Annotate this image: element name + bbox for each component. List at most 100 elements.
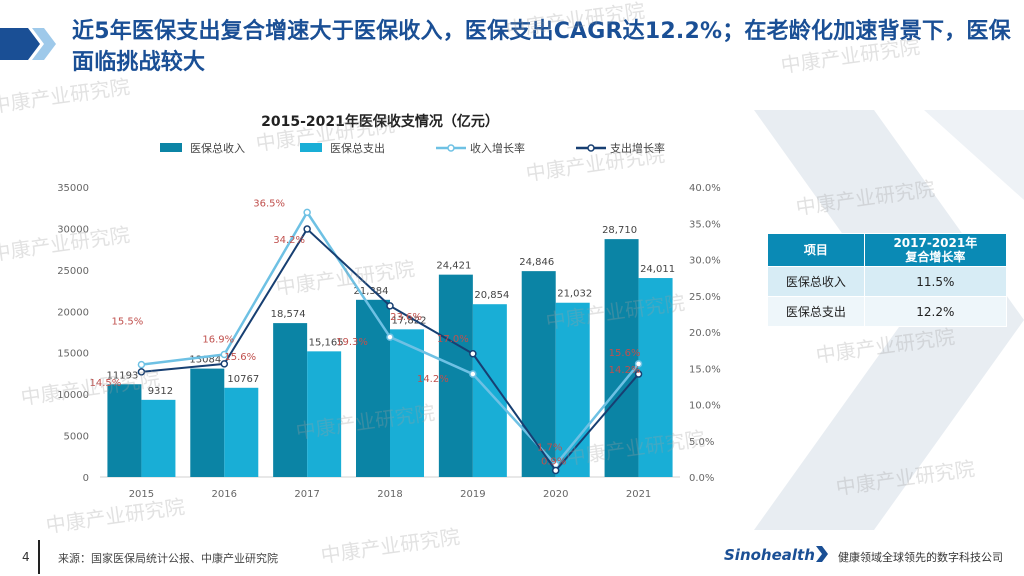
bar-expense bbox=[390, 329, 424, 477]
bar-income bbox=[604, 239, 639, 477]
legend-marker-3 bbox=[447, 144, 455, 152]
bar-expense-label: 24,011 bbox=[640, 264, 675, 275]
bar-income bbox=[273, 323, 308, 477]
y2-tick-label: 30.0% bbox=[689, 256, 721, 267]
brand-logo-icon bbox=[816, 546, 828, 562]
expense-growth-point bbox=[634, 370, 643, 378]
bar-expense bbox=[638, 278, 673, 477]
bar-expense bbox=[141, 399, 176, 477]
expense-growth-label: 17.0% bbox=[437, 334, 469, 345]
y-tick-label: 35000 bbox=[57, 183, 89, 194]
legend-label-1: 医保总收入 bbox=[190, 141, 245, 155]
expense-growth-point bbox=[303, 225, 311, 233]
income-growth-point bbox=[386, 333, 394, 341]
x-tick-label: 2018 bbox=[377, 489, 402, 500]
y2-tick-label: 20.0% bbox=[689, 328, 721, 339]
table-cell-item: 医保总收入 bbox=[767, 266, 865, 297]
legend-label-2: 医保总支出 bbox=[330, 141, 385, 155]
legend-swatch-2 bbox=[300, 143, 322, 152]
y-tick-label: 30000 bbox=[57, 224, 89, 235]
table-row: 医保总收入 11.5% bbox=[767, 266, 1008, 297]
y2-tick-label: 15.0% bbox=[689, 364, 721, 375]
bar-income-label: 11193 bbox=[107, 370, 139, 381]
bar-expense bbox=[555, 302, 590, 477]
bar-expense-label: 10767 bbox=[227, 374, 259, 385]
bar-income-label: 24,421 bbox=[436, 261, 471, 272]
x-tick-label: 2019 bbox=[460, 489, 485, 500]
bar-income-label: 28,710 bbox=[602, 225, 637, 236]
income-growth-label: 15.5% bbox=[112, 317, 144, 328]
chart-title: 2015-2021年医保收支情况（亿元） bbox=[261, 113, 499, 130]
y-tick-label: 20000 bbox=[57, 307, 89, 318]
y-tick-label: 15000 bbox=[57, 349, 89, 360]
y2-tick-label: 25.0% bbox=[689, 292, 721, 303]
income-growth-point bbox=[303, 208, 311, 217]
company-tagline: 健康领域全球领先的数字科技公司 bbox=[838, 551, 1003, 564]
expense-growth-label: 34.2% bbox=[273, 235, 305, 246]
y-tick-label: 10000 bbox=[57, 390, 89, 401]
bar-expense-label: 17,822 bbox=[392, 315, 427, 326]
bar-income-label: 24,846 bbox=[519, 257, 554, 268]
y2-tick-label: 10.0% bbox=[689, 401, 721, 412]
cagr-summary-table: 项目 2017-2021年 复合增长率 医保总收入 11.5% 医保总支出 12… bbox=[767, 233, 1008, 327]
x-tick-label: 2016 bbox=[212, 489, 237, 500]
bar-income bbox=[107, 384, 142, 477]
income-growth-point bbox=[634, 360, 643, 368]
income-growth-point bbox=[469, 370, 477, 378]
legend-label-3: 收入增长率 bbox=[470, 141, 525, 155]
income-growth-point bbox=[220, 350, 229, 359]
title-arrow-icon bbox=[0, 28, 56, 60]
income-growth-label: 1.7% bbox=[537, 443, 562, 454]
bar-income bbox=[190, 368, 225, 477]
legend-swatch-1 bbox=[160, 143, 182, 152]
x-tick-label: 2017 bbox=[294, 489, 319, 500]
y2-tick-label: 5.0% bbox=[689, 437, 714, 448]
x-tick-label: 2015 bbox=[129, 489, 154, 500]
bar-income-label: 13084 bbox=[189, 355, 221, 366]
expense-growth-label: 14.5% bbox=[90, 378, 122, 389]
table-cell-value: 12.2% bbox=[863, 296, 1008, 327]
bar-expense-label: 9312 bbox=[148, 386, 173, 397]
y-tick-label: 25000 bbox=[57, 266, 89, 277]
expense-growth-label: 15.6% bbox=[224, 352, 256, 363]
bar-expense-label: 20,854 bbox=[474, 290, 509, 301]
footer-divider bbox=[38, 540, 40, 574]
y2-tick-label: 0.0% bbox=[689, 473, 714, 484]
table-cell-value: 11.5% bbox=[863, 266, 1008, 297]
y-tick-label: 5000 bbox=[64, 432, 89, 443]
brand-logo-text: Sinohealth bbox=[724, 546, 815, 564]
x-tick-label: 2021 bbox=[626, 489, 651, 500]
bar-income bbox=[356, 299, 390, 477]
bar-expense bbox=[224, 387, 259, 477]
income-growth-label: 15.6% bbox=[609, 348, 641, 359]
expense-growth-label: 14.2% bbox=[609, 365, 641, 376]
y2-tick-label: 35.0% bbox=[689, 219, 721, 230]
table-cell-item: 医保总支出 bbox=[767, 296, 865, 327]
income-growth-label: 16.9% bbox=[202, 334, 234, 345]
expense-growth-point bbox=[386, 302, 394, 310]
bar-income bbox=[438, 274, 473, 477]
page-number: 4 bbox=[22, 550, 30, 564]
bar-income bbox=[521, 271, 556, 477]
table-header-cagr: 2017-2021年 复合增长率 bbox=[863, 233, 1008, 267]
table-header-item: 项目 bbox=[767, 233, 865, 267]
bar-income-label: 18,574 bbox=[271, 309, 306, 320]
expense-growth-label: 0.9% bbox=[541, 456, 566, 467]
bar-expense bbox=[307, 351, 342, 477]
expense-growth-point bbox=[220, 360, 229, 368]
table-row: 医保总支出 12.2% bbox=[767, 296, 1008, 327]
bar-expense bbox=[472, 304, 507, 477]
income-growth-point bbox=[137, 360, 146, 369]
income-growth-label: 36.5% bbox=[253, 198, 285, 209]
expense-growth-point bbox=[137, 368, 146, 376]
bar-expense-label: 21,032 bbox=[557, 289, 592, 300]
y-tick-label: 0 bbox=[83, 473, 89, 484]
legend-marker-4 bbox=[587, 144, 595, 152]
expense-growth-point bbox=[551, 466, 560, 475]
income-growth-label: 19.3% bbox=[336, 337, 368, 348]
income-growth-label: 14.2% bbox=[417, 374, 449, 385]
expense-growth-point bbox=[469, 350, 477, 358]
bar-income-label: 21,384 bbox=[354, 286, 389, 297]
x-tick-label: 2020 bbox=[543, 489, 568, 500]
